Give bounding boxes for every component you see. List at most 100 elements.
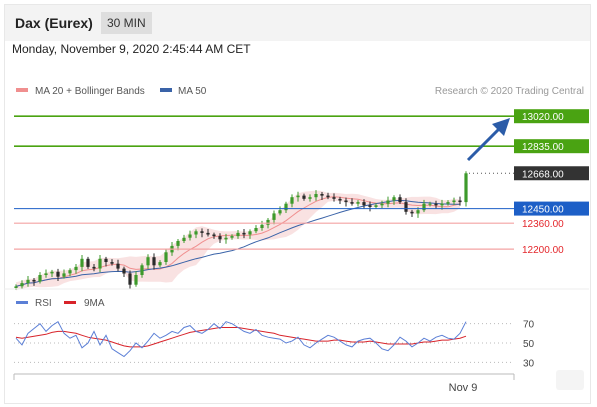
candle-body xyxy=(434,203,438,206)
rsi-legend-swatch xyxy=(16,301,28,304)
candle-body xyxy=(80,258,84,267)
rsi-gridlines: 70 50 30 xyxy=(14,320,535,369)
instrument-title: Dax (Eurex) xyxy=(15,15,93,31)
ma50-legend-swatch xyxy=(160,88,172,92)
timeframe-badge[interactable]: 30 MIN xyxy=(101,12,152,34)
candle-body xyxy=(248,231,252,235)
bollinger-band-fill xyxy=(16,190,460,291)
candle-body xyxy=(86,258,90,267)
rsi-tick-label: 50 xyxy=(523,339,535,350)
candle-body xyxy=(218,236,222,240)
candle-body xyxy=(212,234,216,237)
candle-body xyxy=(146,257,150,266)
candle-body xyxy=(32,279,36,282)
rsi-tick-label: 70 xyxy=(523,320,535,331)
candle-body xyxy=(92,266,96,269)
pivot-tag xyxy=(514,201,589,216)
candle-body xyxy=(110,262,114,264)
x-tick-label: Nov 9 xyxy=(449,382,478,394)
candle-body xyxy=(56,271,60,277)
candle-body xyxy=(50,271,54,274)
candle-body xyxy=(302,195,306,199)
candle-body xyxy=(236,232,240,237)
ma50-legend-label: MA 50 xyxy=(178,86,207,97)
candle-body xyxy=(422,203,426,211)
candle-body xyxy=(278,210,282,214)
candle-body xyxy=(206,232,210,235)
candle-body xyxy=(368,205,372,207)
header-bar: Dax (Eurex) 30 MIN xyxy=(5,5,590,41)
candle-body xyxy=(176,241,180,246)
candle-body xyxy=(140,265,144,275)
candle-body xyxy=(440,203,444,206)
candle-body xyxy=(350,202,354,204)
candle-body xyxy=(272,213,276,220)
bollinger-bands xyxy=(16,190,460,291)
rsi-legend-label: RSI xyxy=(35,298,52,309)
candle-body xyxy=(134,275,138,285)
last-price-tag xyxy=(514,166,589,181)
support-label: 12200.00 xyxy=(522,245,564,256)
candle-body xyxy=(308,197,312,199)
candle-body xyxy=(374,205,378,207)
candle-body xyxy=(380,203,384,206)
target-arrow-shaft xyxy=(466,126,502,162)
support-label: 12360.00 xyxy=(522,219,564,230)
candle-body xyxy=(188,234,192,238)
candle-body xyxy=(404,202,408,212)
candle-body xyxy=(284,203,288,211)
rsi-9ma-line xyxy=(15,327,467,348)
candle-body xyxy=(224,237,228,240)
ma9-legend-label: 9MA xyxy=(84,298,105,309)
watermark-button[interactable] xyxy=(556,370,584,390)
candle-body xyxy=(344,200,348,203)
candle-body xyxy=(14,286,18,288)
candle-body xyxy=(20,283,24,287)
candle-body xyxy=(446,202,450,204)
candle-body xyxy=(74,266,78,271)
candle-body xyxy=(386,200,390,204)
candle-body xyxy=(194,231,198,235)
candle-body xyxy=(98,258,102,269)
target-arrow-head xyxy=(492,118,510,136)
candle-body xyxy=(338,198,342,201)
candle-body xyxy=(38,275,42,282)
candle-body xyxy=(68,270,72,274)
candle-body xyxy=(428,203,432,205)
candle-body xyxy=(296,195,300,198)
ma9-legend-swatch xyxy=(64,301,76,304)
candle-body xyxy=(62,273,66,277)
candle-body xyxy=(398,197,402,203)
candle-body xyxy=(158,262,162,266)
candle-body xyxy=(44,273,48,275)
candle-body xyxy=(458,200,462,203)
resistance-tag xyxy=(514,109,589,124)
rsi-tick-label: 30 xyxy=(523,358,535,369)
ma20-legend-swatch xyxy=(16,88,28,92)
candle-body xyxy=(410,211,414,214)
candle-body xyxy=(464,173,468,203)
report-datetime: Monday, November 9, 2020 2:45:44 AM CET xyxy=(12,42,251,56)
candle-body xyxy=(290,197,294,204)
candle-body xyxy=(164,252,168,262)
last-price-label: 12668.00 xyxy=(522,169,564,180)
candle-body xyxy=(452,200,456,203)
candle-body xyxy=(104,258,108,262)
candle-body xyxy=(356,202,360,204)
rsi-lines xyxy=(15,320,467,358)
candle-body xyxy=(200,231,204,233)
candle-body xyxy=(332,197,336,199)
candle-body xyxy=(266,219,270,225)
resistance-label: 12835.00 xyxy=(522,142,564,153)
candle-body xyxy=(326,195,330,198)
price-levels: 13020.00 12835.00 12668.00 12450.00 12360.00… xyxy=(14,109,589,256)
candle-body xyxy=(362,202,366,206)
source-credit: Research © 2020 Trading Central xyxy=(435,86,584,97)
candle-body xyxy=(230,236,234,238)
candle-body xyxy=(128,273,132,285)
candle-body xyxy=(152,257,156,266)
candle-body xyxy=(26,279,30,284)
pivot-label: 12450.00 xyxy=(522,205,564,216)
